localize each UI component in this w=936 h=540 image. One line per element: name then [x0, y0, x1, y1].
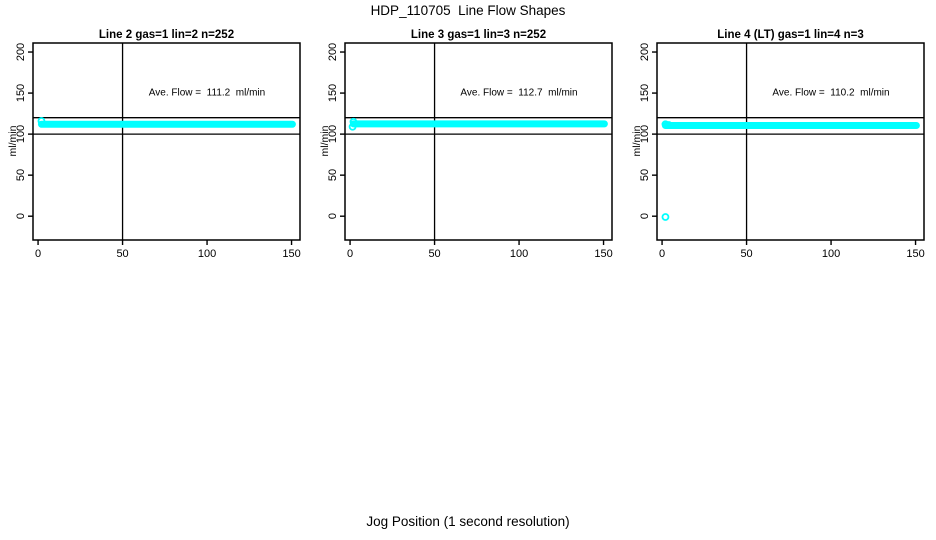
- x-tick-label: 50: [740, 248, 753, 260]
- data-point: [664, 121, 673, 129]
- panel-line-3: Line 3 gas=1 lin=3 n=252 ml/min Ave. Flo…: [312, 28, 624, 288]
- y-tick-label: 50: [327, 169, 339, 182]
- panel-title: Line 4 (LT) gas=1 lin=4 n=3: [717, 29, 864, 41]
- ave-flow-annotation: Ave. Flow = 112.7 ml/min: [460, 87, 578, 99]
- x-tick-label: 100: [821, 248, 841, 260]
- data-point: [349, 117, 358, 126]
- y-tick-label: 50: [639, 169, 651, 182]
- panel-line-4: Line 4 (LT) gas=1 lin=4 n=3 ml/min Ave. …: [624, 28, 936, 288]
- plot-box: [32, 42, 301, 241]
- x-tick-label: 150: [282, 248, 301, 260]
- x-tick-label: 50: [116, 248, 129, 260]
- data-point: [348, 122, 357, 131]
- y-tick-label: 200: [327, 42, 339, 62]
- y-tick-label: 100: [327, 124, 339, 144]
- panel-title: Line 3 gas=1 lin=3 n=252: [410, 29, 547, 41]
- x-tick-label: 150: [906, 248, 925, 260]
- ave-flow-annotation: Ave. Flow = 111.2 ml/min: [148, 87, 266, 99]
- y-tick-label: 50: [15, 169, 27, 182]
- ave-flow-annotation: Ave. Flow = 110.2 ml/min: [772, 87, 890, 99]
- x-tick-label: 100: [197, 248, 217, 260]
- y-tick-label: 200: [639, 42, 651, 62]
- x-tick-label: 0: [35, 248, 42, 260]
- x-tick-label: 100: [509, 248, 529, 260]
- plot-area: [28, 42, 301, 245]
- data-point: [37, 117, 46, 125]
- panel-line-2: Line 2 gas=1 lin=2 n=252 ml/min Ave. Flo…: [0, 28, 312, 288]
- figure-title: HDP_110705 Line Flow Shapes: [370, 3, 566, 18]
- x-tick-label: 50: [428, 248, 441, 260]
- y-tick-label: 100: [15, 124, 27, 144]
- y-tick-label: 150: [15, 83, 27, 103]
- outlier-point: [661, 213, 670, 221]
- x-axis-caption: Jog Position (1 second resolution): [366, 514, 570, 529]
- x-tick-label: 0: [347, 248, 354, 260]
- plot-box: [656, 42, 925, 241]
- data-point: [661, 120, 670, 129]
- y-tick-label: 0: [15, 213, 27, 220]
- x-tick-label: 150: [594, 248, 613, 260]
- x-tick-label: 0: [659, 248, 666, 260]
- plot-box: [344, 42, 613, 241]
- y-tick-label: 100: [639, 124, 651, 144]
- plot-area: [340, 42, 613, 245]
- y-tick-label: 150: [327, 83, 339, 103]
- y-tick-label: 200: [15, 42, 27, 62]
- panel-title: Line 2 gas=1 lin=2 n=252: [98, 29, 235, 41]
- y-tick-label: 0: [327, 213, 339, 220]
- y-tick-label: 150: [639, 83, 651, 103]
- y-tick-label: 0: [639, 213, 651, 220]
- plot-area: [652, 42, 925, 245]
